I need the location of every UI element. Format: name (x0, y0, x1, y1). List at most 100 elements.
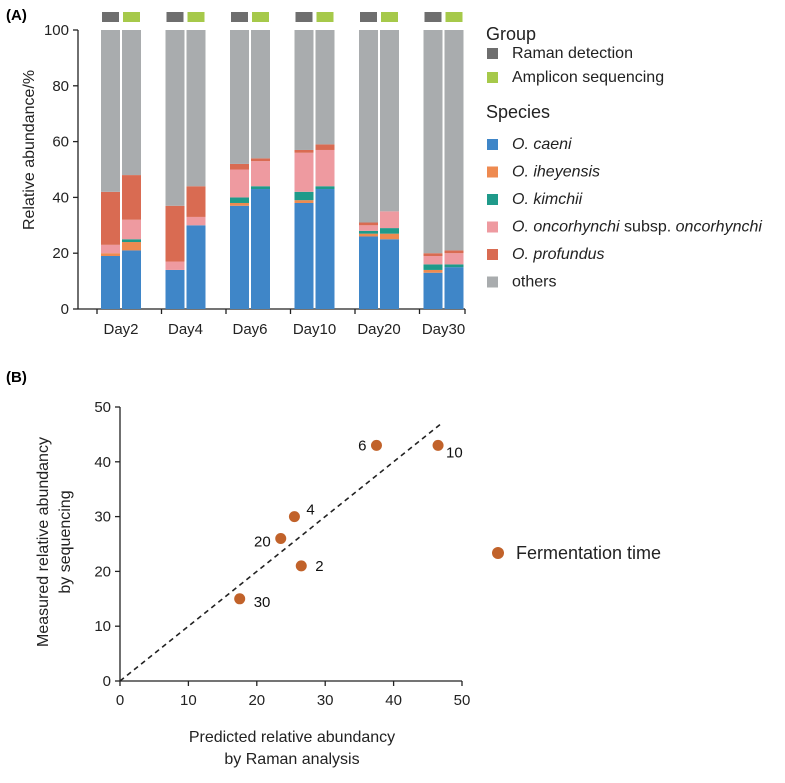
legend-group-swatch (487, 48, 498, 59)
bar-segment (165, 30, 185, 206)
bar-segment (294, 152, 314, 192)
bar-segment (359, 225, 378, 231)
bar-segment (444, 30, 464, 251)
bar-segment (230, 202, 249, 206)
scatter-point-label: 2 (315, 558, 323, 575)
bar-segment (423, 272, 443, 309)
legend-species-label: O. oncorhynchi subsp. oncorhynchi (512, 219, 762, 236)
bar-segment (101, 244, 120, 254)
bar-segment (230, 197, 249, 203)
legend-group-label: Raman detection (512, 45, 633, 62)
legend-species-label: O. iheyensis (512, 164, 600, 181)
panel-b-x-tick-label: 20 (248, 692, 265, 709)
scatter-point (432, 439, 444, 451)
panel-b-x-tick-label: 30 (317, 692, 334, 709)
bar-segment (251, 158, 270, 162)
bar-segment (359, 230, 378, 234)
legend-species-swatch (487, 194, 498, 205)
bar-segment (251, 186, 270, 190)
legend-group-title: Group (486, 24, 536, 44)
group-marker (316, 12, 334, 22)
panel-a-bars (101, 12, 464, 309)
bar-segment (122, 175, 141, 220)
panel-a-label: (A) (6, 7, 27, 24)
panel-a-x-tick-label: Day20 (357, 321, 400, 338)
group-marker (187, 12, 205, 22)
group-marker (252, 12, 269, 22)
panel-a-y-tick-label: 20 (52, 245, 69, 262)
panel-b-x-tick-label: 40 (385, 692, 402, 709)
bar-segment (380, 233, 399, 240)
bar-segment (315, 189, 335, 309)
bar-segment (122, 30, 141, 176)
bar-segment (444, 253, 464, 265)
panel-a-legend: Group Species Raman detection Amplicon se… (486, 24, 762, 291)
legend-species-part: O. caeni (512, 136, 572, 153)
legend-species-part: subsp. (620, 219, 676, 236)
bar-segment (315, 186, 335, 190)
panel-a-x-tick-label: Day4 (168, 321, 203, 338)
bar-segment (315, 30, 335, 145)
bar-segment (315, 144, 335, 150)
bar-segment (444, 264, 464, 268)
panel-a-x-tick-label: Day6 (232, 321, 267, 338)
legend-fermentation-marker (492, 547, 504, 559)
panel-b-y-tick-label: 40 (94, 454, 111, 471)
bar-segment (101, 191, 120, 245)
legend-fermentation-time: Fermentation time (516, 543, 661, 563)
group-marker (424, 12, 442, 22)
panel-b-y-tick-label: 30 (94, 509, 111, 526)
legend-species-label: O. caeni (512, 136, 572, 153)
group-marker (295, 12, 313, 22)
bar-segment (230, 163, 249, 170)
group-marker (231, 12, 248, 22)
legend-species-swatch (487, 249, 498, 260)
legend-species-swatch (487, 166, 498, 178)
legend-species-title: Species (486, 102, 550, 122)
bar-segment (122, 219, 141, 240)
legend-species-part: oncorhynchi (676, 219, 763, 236)
legend-species-label: O. kimchii (512, 191, 583, 208)
scatter-point-label: 10 (446, 444, 463, 461)
legend-species-label: O. profundus (512, 246, 605, 263)
panel-a-axes: 0 20 40 60 80 100 Day2 Day4 Day6 Day10 Day20 Day30 (44, 22, 466, 338)
panel-b-y-tick-label: 0 (103, 673, 111, 690)
scatter-point (295, 560, 307, 572)
bar-segment (315, 149, 335, 187)
panel-a-y-tick-label: 60 (52, 134, 69, 151)
bar-segment (359, 30, 378, 223)
panel-b-axes: 0 10 20 30 40 50 0 10 20 30 40 50 (94, 399, 470, 709)
panel-a-y-tick-label: 40 (52, 189, 69, 206)
panel-a-x-tick-label: Day30 (422, 321, 465, 338)
bar-segment (230, 205, 249, 309)
panel-a: (A) Relative abundance/% 0 20 40 60 80 100 Day… (6, 7, 762, 338)
panel-b-x-axis-title-line1: Predicted relative abundancy (189, 729, 395, 746)
bar-segment (230, 30, 249, 164)
bar-segment (380, 30, 399, 212)
bar-segment (251, 30, 270, 159)
bar-segment (359, 236, 378, 309)
bar-segment (423, 269, 443, 273)
legend-species-swatch (487, 221, 498, 233)
bar-segment (122, 239, 141, 243)
bar-segment (444, 267, 464, 309)
bar-segment (423, 253, 443, 256)
panel-b-x-axis-title-line2: by Raman analysis (224, 751, 359, 768)
bar-segment (186, 216, 206, 226)
bar-segment (101, 253, 120, 256)
panel-b-y-axis-title-line1: Measured relative abundancy (35, 437, 52, 647)
scatter-point (275, 533, 287, 545)
legend-species-label: others (512, 274, 556, 291)
bar-segment (122, 250, 141, 309)
legend-species-part: O. oncorhynchi (512, 219, 620, 236)
group-marker (381, 12, 398, 22)
bar-segment (359, 233, 378, 237)
bar-segment (186, 186, 206, 217)
panel-b-legend: Fermentation time (492, 543, 661, 563)
bar-segment (230, 169, 249, 198)
bar-segment (186, 30, 206, 187)
panel-b-y-tick-label: 10 (94, 618, 111, 635)
scatter-point (371, 439, 382, 451)
bar-segment (101, 255, 120, 309)
bar-segment (251, 189, 270, 309)
